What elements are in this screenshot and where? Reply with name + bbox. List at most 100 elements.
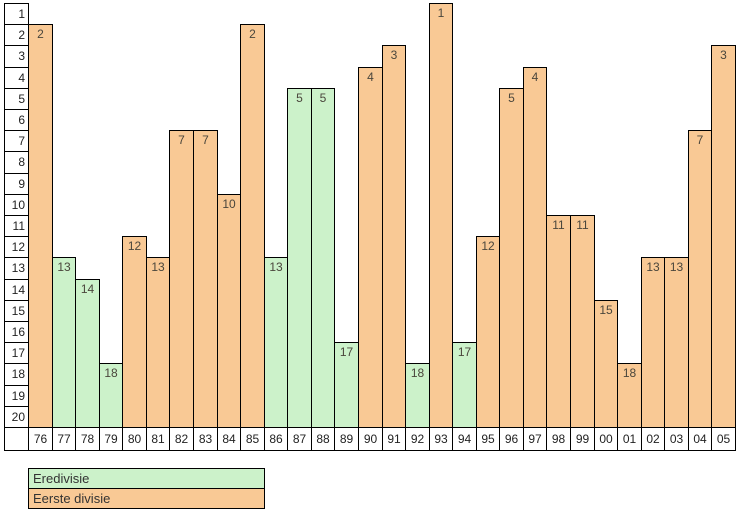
x-axis-tick-98: 98: [546, 427, 571, 451]
x-axis-tick-01: 01: [617, 427, 642, 451]
x-axis-tick-89: 89: [334, 427, 359, 451]
bar-90: 4: [358, 67, 383, 428]
bar-value-label: 15: [599, 303, 613, 317]
x-axis-tick-92: 92: [405, 427, 430, 451]
x-axis-tick-77: 77: [52, 427, 76, 451]
y-axis-tick-7: 7: [4, 130, 29, 152]
x-axis-tick-05: 05: [711, 427, 736, 451]
x-axis-tick-04: 04: [688, 427, 712, 451]
y-axis-tick-17: 17: [4, 342, 29, 364]
x-axis-tick-79: 79: [99, 427, 123, 451]
x-axis-tick-80: 80: [122, 427, 147, 451]
bar-93: 1: [429, 3, 453, 428]
y-axis-tick-20: 20: [4, 406, 29, 428]
legend-item-eerste: Eerste divisie: [28, 488, 265, 509]
bar-79: 18: [99, 363, 123, 428]
x-axis-tick-99: 99: [570, 427, 595, 451]
legend-item-label: Eredivisie: [33, 471, 90, 486]
x-axis-tick-96: 96: [499, 427, 524, 451]
y-axis-tick-11: 11: [4, 215, 29, 237]
bar-value-label: 12: [127, 239, 142, 253]
y-axis-tick-8: 8: [4, 151, 29, 174]
bar-value-label: 5: [508, 91, 515, 105]
bar-86: 13: [264, 257, 288, 428]
y-axis-tick-4: 4: [4, 67, 29, 89]
y-axis-tick-16: 16: [4, 321, 29, 343]
y-axis-tick-18: 18: [4, 363, 29, 386]
bar-81: 13: [146, 257, 170, 428]
y-axis-tick-2: 2: [4, 24, 29, 46]
y-axis-tick-1: 1: [4, 3, 29, 25]
bar-value-label: 5: [296, 91, 303, 105]
bar-92: 18: [405, 363, 430, 428]
bar-value-label: 17: [339, 345, 354, 359]
bar-value-label: 3: [720, 48, 727, 62]
x-axis-tick-82: 82: [169, 427, 194, 451]
x-axis-tick-97: 97: [523, 427, 547, 451]
bar-value-label: 17: [457, 345, 472, 359]
bar-77: 13: [52, 257, 76, 428]
bar-91: 3: [382, 45, 406, 428]
bar-value-label: 14: [80, 282, 95, 296]
bar-value-label: 13: [57, 260, 71, 274]
bar-value-label: 18: [622, 366, 637, 380]
x-axis-tick-93: 93: [429, 427, 453, 451]
y-axis-tick-10: 10: [4, 194, 29, 216]
y-axis-tick-6: 6: [4, 109, 29, 131]
y-axis-tick-3: 3: [4, 45, 29, 68]
bar-84: 10: [217, 194, 241, 428]
x-axis-tick-94: 94: [452, 427, 477, 451]
x-axis-tick-85: 85: [240, 427, 265, 451]
bar-value-label: 11: [576, 218, 589, 232]
bar-value-label: 7: [696, 133, 704, 147]
y-axis-tick-14: 14: [4, 279, 29, 301]
bar-value-label: 4: [531, 70, 539, 84]
x-axis-tick-90: 90: [358, 427, 383, 451]
bar-value-label: 3: [390, 48, 398, 62]
x-axis-tick-00: 00: [594, 427, 618, 451]
y-axis-tick-15: 15: [4, 300, 29, 322]
bar-value-label: 7: [202, 133, 209, 147]
bar-95: 12: [476, 236, 500, 428]
y-axis-tick-19: 19: [4, 385, 29, 407]
bar-04: 7: [688, 130, 712, 428]
bar-94: 17: [452, 342, 477, 428]
bar-value-label: 13: [646, 260, 660, 274]
x-axis-tick-81: 81: [146, 427, 170, 451]
x-axis-tick-78: 78: [75, 427, 100, 451]
bar-82: 7: [169, 130, 194, 428]
x-axis-tick-87: 87: [287, 427, 312, 451]
bar-78: 14: [75, 279, 100, 428]
bar-87: 5: [287, 88, 312, 428]
bar-96: 5: [499, 88, 524, 428]
bar-value-label: 18: [104, 366, 118, 380]
bar-value-label: 4: [367, 70, 374, 84]
bar-98: 11: [546, 215, 571, 428]
bar-76: 2: [28, 24, 53, 428]
x-axis-tick-86: 86: [264, 427, 288, 451]
x-axis-tick-02: 02: [641, 427, 665, 451]
bar-value-label: 2: [249, 27, 256, 41]
x-axis-tick-83: 83: [193, 427, 218, 451]
y-axis-tick-5: 5: [4, 88, 29, 110]
x-axis-tick-03: 03: [664, 427, 689, 451]
bar-value-label: 1: [437, 6, 445, 20]
bar-value-label: 13: [269, 260, 283, 274]
y-axis-tick-9: 9: [4, 173, 29, 195]
bar-88: 5: [311, 88, 335, 428]
bar-85: 2: [240, 24, 265, 428]
x-axis-tick-88: 88: [311, 427, 335, 451]
x-axis-tick-95: 95: [476, 427, 500, 451]
y-axis-tick-13: 13: [4, 257, 29, 280]
bar-value-label: 11: [552, 218, 565, 232]
legend-item-eredivisie: Eredivisie: [28, 468, 265, 489]
bar-05: 3: [711, 45, 736, 428]
x-axis-tick-91: 91: [382, 427, 406, 451]
bar-value-label: 10: [222, 197, 236, 211]
y-axis-tick-12: 12: [4, 236, 29, 258]
bar-80: 12: [122, 236, 147, 428]
bar-03: 13: [664, 257, 689, 428]
bar-value-label: 12: [481, 239, 495, 253]
bar-89: 17: [334, 342, 359, 428]
chart-legend: Eredivisie Eerste divisie: [28, 468, 265, 509]
